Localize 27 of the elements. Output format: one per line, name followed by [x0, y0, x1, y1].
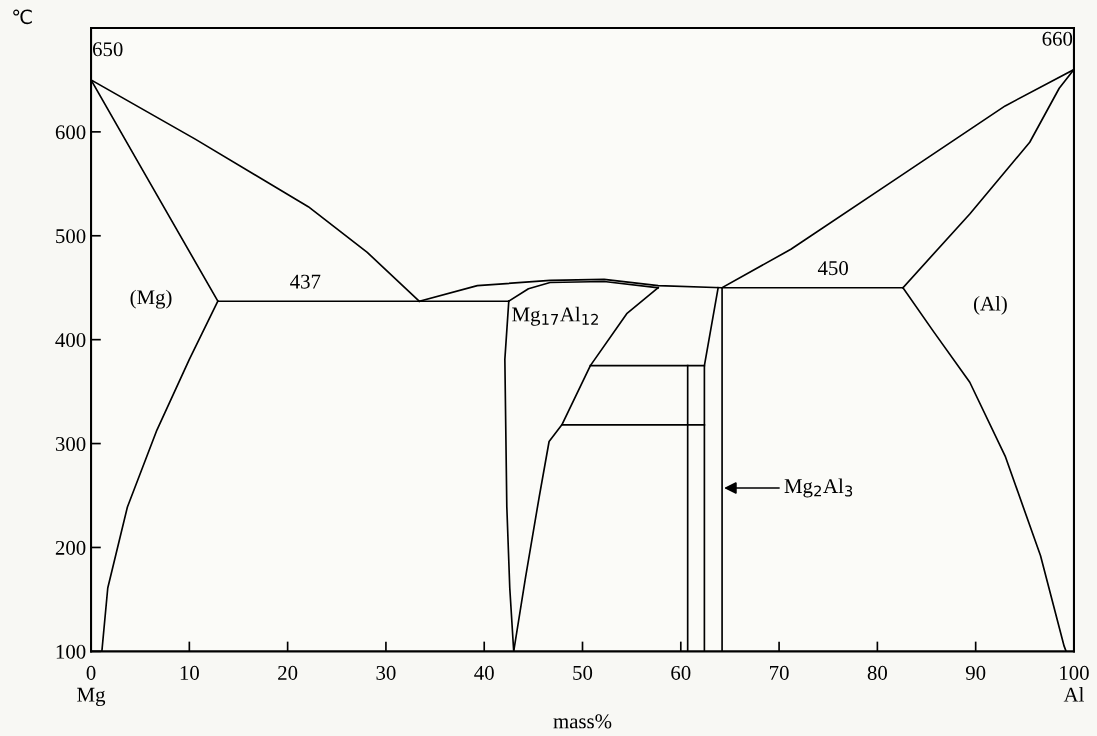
- x-tick-label: 0 Mg: [77, 665, 106, 706]
- x-tick-label: 40: [474, 665, 494, 680]
- x-tick-label: 20: [278, 665, 298, 680]
- y-axis-title: ℃: [13, 9, 32, 25]
- y-tick-label: 300: [55, 436, 86, 451]
- y-tick-label: 500: [56, 229, 86, 244]
- annotation: 437: [290, 274, 321, 289]
- x-tick-label: 60: [671, 665, 691, 680]
- x-tick-label: 90: [965, 665, 986, 680]
- annotation: (Al): [973, 295, 1007, 315]
- x-tick-label: 80: [867, 665, 887, 680]
- annotation: (Mg): [130, 289, 172, 309]
- annotation: 450: [817, 261, 848, 276]
- y-tick-label: 200: [55, 540, 86, 555]
- x-tick-label: 50: [573, 665, 593, 680]
- y-tick-label: 400: [55, 333, 86, 348]
- y-tick-label: 100: [56, 644, 86, 659]
- annotation: 660: [1042, 31, 1073, 46]
- annotation: Mg$_{17}$Al$_{12}$: [512, 306, 598, 326]
- y-tick-label: 600: [55, 125, 86, 140]
- annotation: 650: [92, 42, 123, 57]
- annotation: Mg$_{2}$Al$_{3}$: [784, 478, 853, 498]
- x-tick-label: 70: [770, 665, 789, 680]
- x-tick-label: 100 Al: [1060, 665, 1089, 702]
- x-axis-title: mass%: [553, 714, 612, 729]
- x-tick-label: 10: [180, 665, 199, 680]
- x-tick-label: 30: [376, 665, 396, 680]
